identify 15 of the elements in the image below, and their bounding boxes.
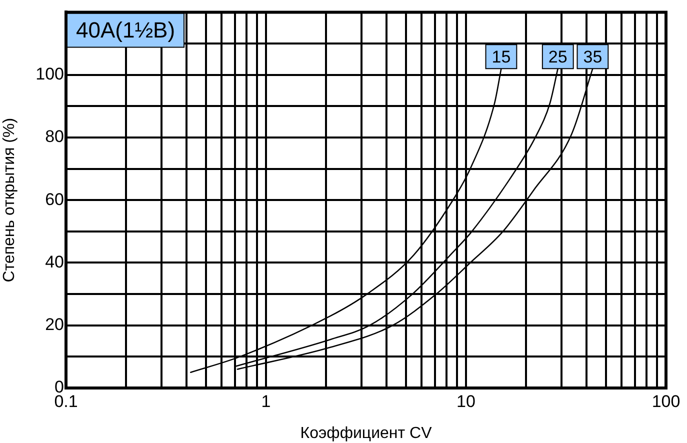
y-tick-label: 80 xyxy=(45,127,64,146)
series-label: 15 xyxy=(492,47,511,66)
y-axis-title: Степень открытия (%) xyxy=(1,118,18,282)
y-tick-label: 40 xyxy=(45,252,64,272)
legend-label: 25 xyxy=(548,47,568,66)
x-tick-label: 100 xyxy=(652,392,680,411)
x-tick-label: 0.1 xyxy=(54,392,78,411)
y-tick-label: 60 xyxy=(45,190,64,209)
legend-label: 35 xyxy=(583,47,602,66)
x-tick-label: 10 xyxy=(456,392,476,411)
y-tick-label: 20 xyxy=(45,315,64,334)
annotation: 40A(1½B) xyxy=(76,17,176,42)
x-tick-label: 1 xyxy=(261,392,271,411)
y-tick-label: 100 xyxy=(36,64,64,84)
x-axis-title: Коэффициент CV xyxy=(300,424,432,442)
